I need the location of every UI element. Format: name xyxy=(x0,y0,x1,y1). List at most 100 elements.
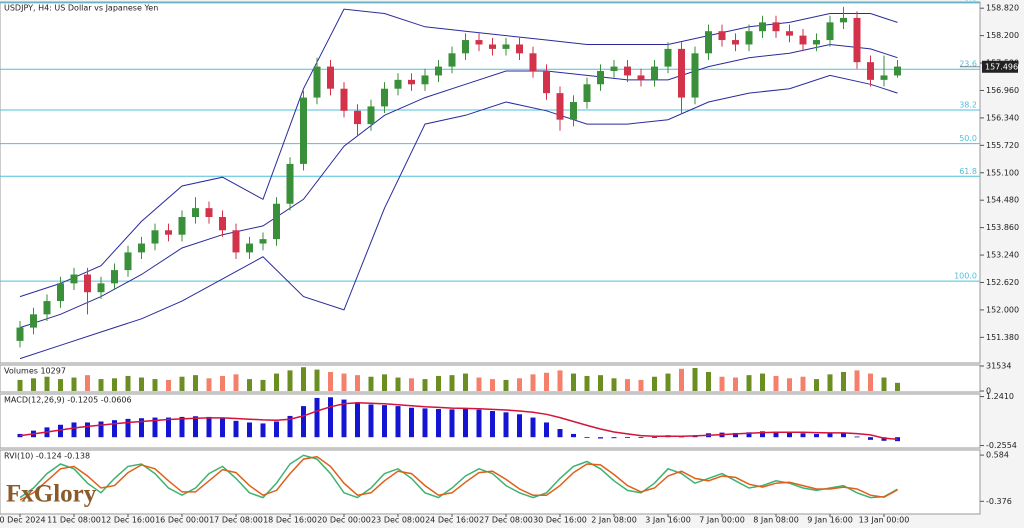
macd-bar xyxy=(746,432,752,438)
volume-bar xyxy=(409,378,414,391)
candle-body xyxy=(705,31,712,54)
macd-bar xyxy=(193,416,198,438)
candle-body xyxy=(475,40,483,45)
volume-bar xyxy=(692,368,698,391)
candle-body xyxy=(219,217,226,231)
volume-bar xyxy=(530,374,536,391)
volume-bar xyxy=(895,382,900,391)
x-tick-label: 27 Dec 08:00 xyxy=(479,516,533,525)
macd-bar xyxy=(490,411,495,438)
macd-bar xyxy=(557,429,563,438)
candle-body xyxy=(421,75,429,85)
candle-body xyxy=(624,66,631,76)
band-middle xyxy=(19,43,898,329)
macd-bar xyxy=(71,422,77,438)
macd-bar xyxy=(841,432,846,438)
volume-bar xyxy=(98,379,104,391)
candle-body xyxy=(637,75,645,80)
x-tick-label: 9 Jan 16:00 xyxy=(807,516,853,525)
candle-body xyxy=(462,40,469,54)
candle-body xyxy=(408,79,415,85)
macd-bar xyxy=(328,397,333,438)
macd-bar xyxy=(233,420,239,438)
candle-body xyxy=(394,79,402,89)
candle-body xyxy=(192,208,199,218)
fib-label: 50.0 xyxy=(959,134,977,143)
rvi-signal xyxy=(19,455,898,501)
volume-bar xyxy=(787,378,792,391)
volume-bar xyxy=(368,376,374,391)
macd-bar xyxy=(854,436,860,438)
x-tick-label: 23 Dec 08:00 xyxy=(371,516,425,525)
macd-bar xyxy=(530,417,536,438)
macd-bar xyxy=(773,431,779,438)
rvi-main xyxy=(19,454,898,499)
volume-bar xyxy=(881,377,887,391)
volume-bar xyxy=(679,368,684,391)
x-tick-label: 17 Dec 08:00 xyxy=(209,516,263,525)
candle-body xyxy=(826,22,834,41)
y-tick-label: 31534 xyxy=(986,362,1011,371)
volume-bar xyxy=(733,377,738,391)
candle-body xyxy=(759,22,766,32)
macd-bar xyxy=(571,433,576,438)
volume-bar xyxy=(328,371,333,391)
macd-bar xyxy=(58,424,63,438)
candle-body xyxy=(381,88,388,107)
chart-title: USDJPY, H4: US Dollar vs Japanese Yen xyxy=(4,4,158,13)
volume-bar xyxy=(166,379,171,391)
macd-bar xyxy=(517,414,522,438)
macd-bar xyxy=(463,409,468,438)
macd-label: MACD(12,26,9) -0.1205 -0.0606 xyxy=(4,396,132,405)
volume-bar xyxy=(395,377,401,391)
candle-body xyxy=(502,44,510,49)
volume-bar xyxy=(17,379,23,391)
macd-bar xyxy=(179,416,185,438)
volume-label: Volumes 10297 xyxy=(4,367,66,376)
volume-bar xyxy=(665,373,671,391)
candle-body xyxy=(867,62,874,80)
candle-body xyxy=(435,66,442,76)
volume-bar xyxy=(125,375,131,391)
volume-bar xyxy=(449,375,455,391)
candle-body xyxy=(16,327,24,341)
candle-body xyxy=(516,44,523,54)
y-tick-label: -0.2554 xyxy=(986,441,1017,450)
plot-layer: 0.0 23.6 38.2 50.0 61.8 100.0 xyxy=(0,0,980,501)
y-tick-label: 154.480 xyxy=(986,196,1019,205)
candle-body xyxy=(853,17,861,63)
volume-bar xyxy=(719,376,725,391)
x-tick-label: 16 Dec 00:00 xyxy=(155,516,209,525)
volume-bar xyxy=(652,376,657,391)
x-tick-label: 10 Dec 2024 xyxy=(0,516,46,525)
volume-bar xyxy=(220,375,225,391)
volume-bar xyxy=(611,378,617,391)
candle-body xyxy=(97,283,105,293)
volume-bar xyxy=(598,375,603,391)
x-tick-label: 11 Dec 08:00 xyxy=(47,516,101,525)
candle-body xyxy=(745,31,753,45)
macd-bar xyxy=(652,437,657,438)
candle-body xyxy=(259,239,267,244)
y-tick-label: 1.2410 xyxy=(986,392,1014,401)
volume-bar xyxy=(746,375,752,391)
candle-body xyxy=(583,84,591,102)
macd-bar xyxy=(287,415,293,438)
y-tick-label: -0.376 xyxy=(986,497,1012,506)
macd-bar xyxy=(206,416,212,438)
x-tick-label: 18 Dec 16:00 xyxy=(263,516,317,525)
macd-bar xyxy=(125,418,131,438)
macd-bar xyxy=(436,409,441,438)
candle-body xyxy=(664,48,672,67)
candle-body xyxy=(111,270,118,284)
volume-bar xyxy=(827,374,833,391)
macd-bar xyxy=(503,412,509,438)
macd-bar xyxy=(544,422,549,438)
candle-body xyxy=(70,274,78,284)
fib-label: 23.6 xyxy=(959,60,977,69)
price-panel xyxy=(0,1,981,364)
macd-bar xyxy=(139,418,144,438)
macd-bar xyxy=(449,409,455,438)
candle-body xyxy=(840,17,847,23)
candle-body xyxy=(313,66,321,98)
